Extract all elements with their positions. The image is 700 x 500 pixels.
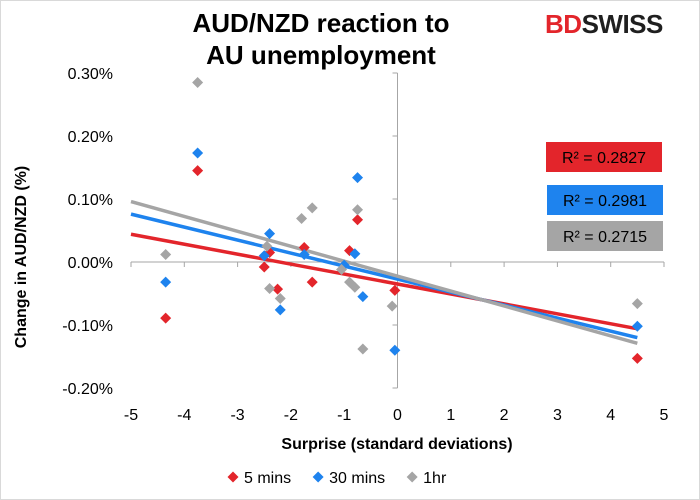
legend: 5 mins 30 mins 1hr <box>227 470 447 487</box>
chart-title: AUD/NZD reaction to AU unemployment <box>151 7 491 71</box>
legend-marker <box>312 471 324 483</box>
r2-label: R² = 0.2827 <box>562 150 646 167</box>
data-points <box>160 76 643 364</box>
point-5-mins <box>352 214 364 226</box>
legend-marker <box>406 471 418 483</box>
point-1hr <box>192 76 204 88</box>
point-30-mins <box>357 291 369 303</box>
point-30-mins <box>631 320 643 332</box>
legend-label: 5 mins <box>244 470 291 487</box>
point-5-mins <box>298 242 310 254</box>
r2-box <box>546 142 662 172</box>
point-1hr <box>296 213 308 225</box>
point-1hr <box>306 202 318 214</box>
point-30-mins <box>389 344 401 356</box>
x-tick-label: 5 <box>660 407 669 424</box>
point-1hr <box>261 240 273 252</box>
r2-box <box>547 221 663 251</box>
r2-box <box>547 185 663 215</box>
x-tick-label: -4 <box>177 407 191 424</box>
y-tick-label: 0.20% <box>68 129 113 146</box>
point-30-mins <box>160 276 172 288</box>
y-tick-label: -0.10% <box>62 318 113 335</box>
point-30-mins <box>264 228 276 240</box>
x-tick-label: 4 <box>606 407 615 424</box>
r2-label: R² = 0.2981 <box>563 193 647 210</box>
x-tick-label: -5 <box>124 407 138 424</box>
logo-part2: SWISS <box>581 9 664 39</box>
point-5-mins <box>272 283 284 295</box>
x-axis-label: Surprise (standard deviations) <box>281 436 512 453</box>
x-tick-label: -2 <box>284 407 298 424</box>
point-30-mins <box>192 147 204 159</box>
point-5-mins <box>631 352 643 364</box>
point-5-mins <box>389 284 401 296</box>
x-tick-label: 1 <box>446 407 455 424</box>
y-tick-label: 0.30% <box>68 66 113 83</box>
trend-lines <box>130 199 638 345</box>
point-5-mins <box>306 276 318 288</box>
x-tick-label: 0 <box>393 407 402 424</box>
bdswiss-logo: BDSWISS <box>545 9 663 40</box>
point-5-mins <box>258 261 270 273</box>
axes: -5 -4 -3 -2 -1 0 1 2 3 4 5 -0.20% -0.10% 0.00% 0.10% 0.… <box>62 66 668 424</box>
x-tick-label: -1 <box>337 407 351 424</box>
y-tick-label: 0.00% <box>68 255 113 272</box>
y-axis-label: Change in AUD/NZD (%) <box>13 166 30 349</box>
chart-title-line1: AUD/NZD reaction to <box>192 8 450 38</box>
logo-part1: BD <box>545 9 582 39</box>
trendline-1hr <box>130 199 638 345</box>
x-tick-label: 3 <box>553 407 562 424</box>
legend-marker <box>227 471 239 483</box>
point-1hr <box>386 300 398 312</box>
point-1hr <box>349 281 361 293</box>
point-30-mins <box>274 304 286 316</box>
y-tick-label: -0.20% <box>62 381 113 398</box>
point-5-mins <box>192 165 204 177</box>
chart-title-line2: AU unemployment <box>206 40 436 70</box>
legend-label: 1hr <box>423 470 447 487</box>
point-30-mins <box>298 248 310 260</box>
point-30-mins <box>349 248 361 260</box>
point-1hr <box>357 343 369 355</box>
x-tick-label: -3 <box>230 407 244 424</box>
legend-label: 30 mins <box>329 470 385 487</box>
y-tick-label: 0.10% <box>68 192 113 209</box>
point-1hr <box>631 298 643 310</box>
point-1hr <box>352 204 364 216</box>
r2-label: R² = 0.2715 <box>563 229 647 246</box>
point-30-mins <box>352 172 364 184</box>
trendline-5-mins <box>130 232 638 331</box>
point-30-mins <box>258 250 270 262</box>
point-5-mins <box>160 312 172 324</box>
point-1hr <box>160 248 172 260</box>
trendline-30-mins <box>130 212 638 340</box>
point-1hr <box>336 264 348 276</box>
point-1hr <box>264 282 276 294</box>
r2-labels: R² = 0.2827 R² = 0.2981 R² = 0.2715 <box>546 142 663 251</box>
x-tick-label: 2 <box>500 407 509 424</box>
point-1hr <box>274 293 286 305</box>
